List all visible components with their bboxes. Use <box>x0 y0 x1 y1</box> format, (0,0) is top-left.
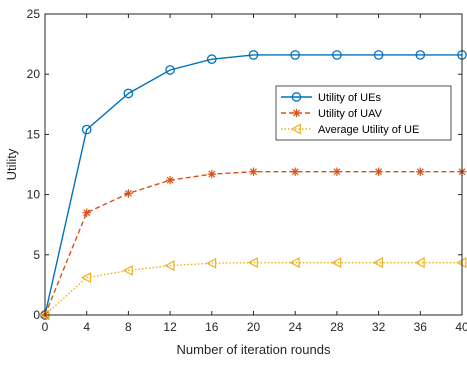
series-1-point <box>248 50 259 60</box>
series-2-point <box>249 167 258 176</box>
series-3-point <box>331 257 342 269</box>
legend-marker <box>292 108 301 118</box>
y-tick-label: 0 <box>33 308 40 322</box>
series-1-point <box>290 50 301 60</box>
legend-marker <box>291 92 302 102</box>
legend-marker <box>290 123 301 135</box>
x-tick-label: 4 <box>83 320 90 334</box>
y-axis-title: Utility <box>4 148 19 180</box>
y-tick-label: 25 <box>27 7 41 21</box>
x-tick-label: 8 <box>125 320 132 334</box>
series-2-point <box>374 167 383 176</box>
series-3-point <box>164 260 175 272</box>
axis-ticks: 0 4 8 12 16 20 24 28 32 36 40 0 5 10 15 20 25 <box>27 7 467 334</box>
series-3-point <box>289 257 300 269</box>
series-3-point <box>206 257 217 269</box>
series-1-point <box>123 88 134 99</box>
series-1-point <box>206 54 217 65</box>
series-3-point <box>414 257 425 269</box>
series-2-point <box>332 167 342 176</box>
series-2-point <box>291 167 300 176</box>
x-tick-label: 24 <box>289 320 303 334</box>
series-1-point <box>332 50 342 60</box>
x-tick-label: 12 <box>163 320 177 334</box>
y-tick-label: 5 <box>33 248 40 262</box>
series-2-point <box>165 175 175 185</box>
series-1-point <box>165 65 175 75</box>
x-tick-label: 16 <box>205 320 219 334</box>
series-3-point <box>80 272 92 284</box>
x-tick-label: 32 <box>372 320 386 334</box>
legend-label: Utility of UAV <box>318 108 383 120</box>
series-3-point <box>247 257 258 269</box>
series-line-1 <box>44 54 462 316</box>
x-axis-title: Number of iteration rounds <box>177 342 331 357</box>
x-tick-label: 20 <box>247 320 261 334</box>
series-1-point <box>373 50 384 60</box>
series-3-point <box>372 257 384 269</box>
x-tick-label: 28 <box>330 320 344 334</box>
y-tick-label: 15 <box>27 127 41 141</box>
y-tick-label: 20 <box>27 67 41 81</box>
y-tick-label: 10 <box>27 188 41 202</box>
series-1-point <box>81 124 92 135</box>
series-1-point <box>415 50 426 60</box>
x-tick-label: 0 <box>42 320 49 334</box>
x-tick-label: 36 <box>414 320 428 334</box>
series-2-point <box>207 169 216 179</box>
series-3-point <box>122 264 133 276</box>
series-2-point <box>82 208 91 217</box>
x-tick-label: 40 <box>455 320 467 334</box>
series-2-point <box>416 167 425 176</box>
series-line-3 <box>44 261 462 316</box>
legend: Utility of UEs Utility of UAV Average Util… <box>275 85 452 141</box>
legend-label: Utility of UEs <box>318 92 381 104</box>
series-2-point <box>124 189 133 198</box>
legend-label: Average Utility of UE <box>318 124 419 136</box>
plot-area <box>39 50 467 321</box>
